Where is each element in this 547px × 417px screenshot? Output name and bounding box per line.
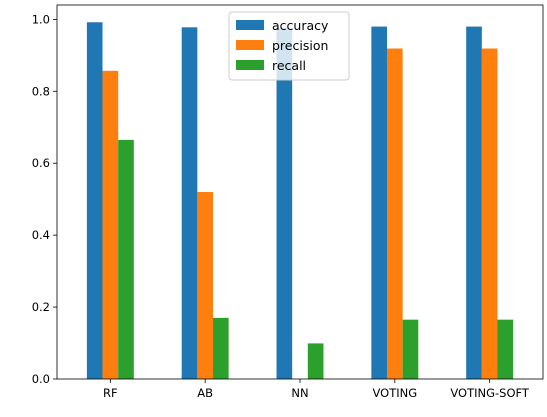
legend-label-accuracy: accuracy	[272, 18, 329, 33]
y-tick-label: 0.2	[32, 300, 50, 314]
y-tick-label: 0.6	[32, 156, 50, 170]
bar-precision-voting-soft	[481, 48, 498, 379]
x-tick-label-voting-soft: VOTING-SOFT	[450, 386, 530, 400]
x-tick-label-nn: NN	[291, 386, 308, 400]
bar-recall-rf	[118, 139, 134, 379]
y-tick-label: 0.8	[32, 84, 50, 98]
bar-precision-rf	[102, 70, 119, 379]
bar-accuracy-rf	[86, 22, 103, 379]
bar-recall-nn	[307, 343, 324, 379]
x-tick-label-ab: AB	[197, 386, 213, 400]
legend-label-recall: recall	[272, 58, 306, 73]
bar-recall-voting	[402, 319, 419, 379]
x-tick-label-rf: RF	[103, 386, 118, 400]
legend-swatch-recall	[236, 60, 264, 70]
bar-accuracy-voting	[371, 26, 388, 380]
bar-accuracy-ab	[181, 27, 198, 380]
y-tick-label: 1.0	[32, 12, 50, 26]
legend-swatch-accuracy	[236, 20, 264, 30]
legend-swatch-precision	[236, 40, 264, 50]
bar-precision-voting	[387, 48, 403, 379]
x-tick-label-voting: VOTING	[373, 386, 418, 400]
y-tick-label: 0.4	[32, 228, 50, 242]
bar-recall-ab	[212, 317, 229, 379]
bar-precision-ab	[197, 192, 213, 379]
bar-accuracy-nn	[276, 28, 293, 380]
legend: accuracy precision recall	[228, 11, 350, 81]
y-tick-label: 0.0	[32, 372, 50, 386]
axes-layer: 0.0 0.2 0.4 0.6 0.8 1.0 RF AB NN VOTING VOTING-SOF…	[32, 4, 544, 400]
legend-label-precision: precision	[272, 38, 328, 53]
bar-recall-voting-soft	[497, 319, 514, 379]
bar-accuracy-voting-soft	[466, 26, 482, 380]
bars-layer	[86, 22, 514, 380]
